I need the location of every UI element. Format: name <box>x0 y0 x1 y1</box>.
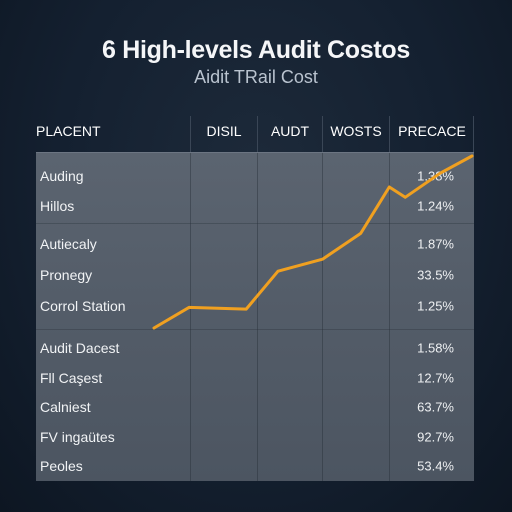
column-gridline <box>257 153 258 481</box>
column-divider <box>257 116 258 152</box>
row-label: Audit Dacest <box>40 340 120 356</box>
row-label: Fll Caşest <box>40 370 103 386</box>
row-value: 1.38% <box>417 168 454 184</box>
row-value: 33.5% <box>417 267 454 283</box>
column-gridline <box>190 153 191 481</box>
row-label: FV ingaütes <box>40 429 115 445</box>
row-value: 1.87% <box>417 236 454 252</box>
chart-title: 6 High-levels Audit Costos <box>102 36 410 64</box>
data-table: Auding 1.38% Hillos 1.24% Autiecaly 1.87… <box>36 152 474 481</box>
section-divider <box>36 223 474 224</box>
row-label: Autiecaly <box>40 236 97 252</box>
row-value: 12.7% <box>417 370 454 386</box>
row-label: Calniest <box>40 399 91 415</box>
column-divider <box>389 116 390 152</box>
column-divider <box>473 116 474 152</box>
row-value: 53.4% <box>417 458 454 474</box>
row-value: 63.7% <box>417 399 454 415</box>
row-label: Hillos <box>40 198 75 214</box>
chart-subtitle: Aidit TRail Cost <box>194 67 318 87</box>
row-label: Corrol Station <box>40 298 126 314</box>
column-header-precace: PRECACE <box>398 123 466 139</box>
column-divider <box>322 116 323 152</box>
row-label: Peoles <box>40 458 83 474</box>
column-gridline <box>322 153 323 481</box>
column-header-disil: DISIL <box>206 123 242 139</box>
row-value: 1.58% <box>417 340 454 356</box>
table-header: PLACENT DISIL AUDT WOSTS PRECACE <box>36 116 474 152</box>
column-header-audt: AUDT <box>270 123 310 139</box>
row-value: 1.25% <box>417 298 454 314</box>
row-value: 92.7% <box>417 429 454 445</box>
row-label: Auding <box>40 168 84 184</box>
section-divider <box>36 329 474 330</box>
row-label: Pronegy <box>40 267 93 283</box>
row-value: 1.24% <box>417 198 454 214</box>
column-header-placent: PLACENT <box>36 123 101 139</box>
column-divider <box>190 116 191 152</box>
column-header-wosts: WOSTS <box>330 123 382 139</box>
column-gridline <box>389 153 390 481</box>
